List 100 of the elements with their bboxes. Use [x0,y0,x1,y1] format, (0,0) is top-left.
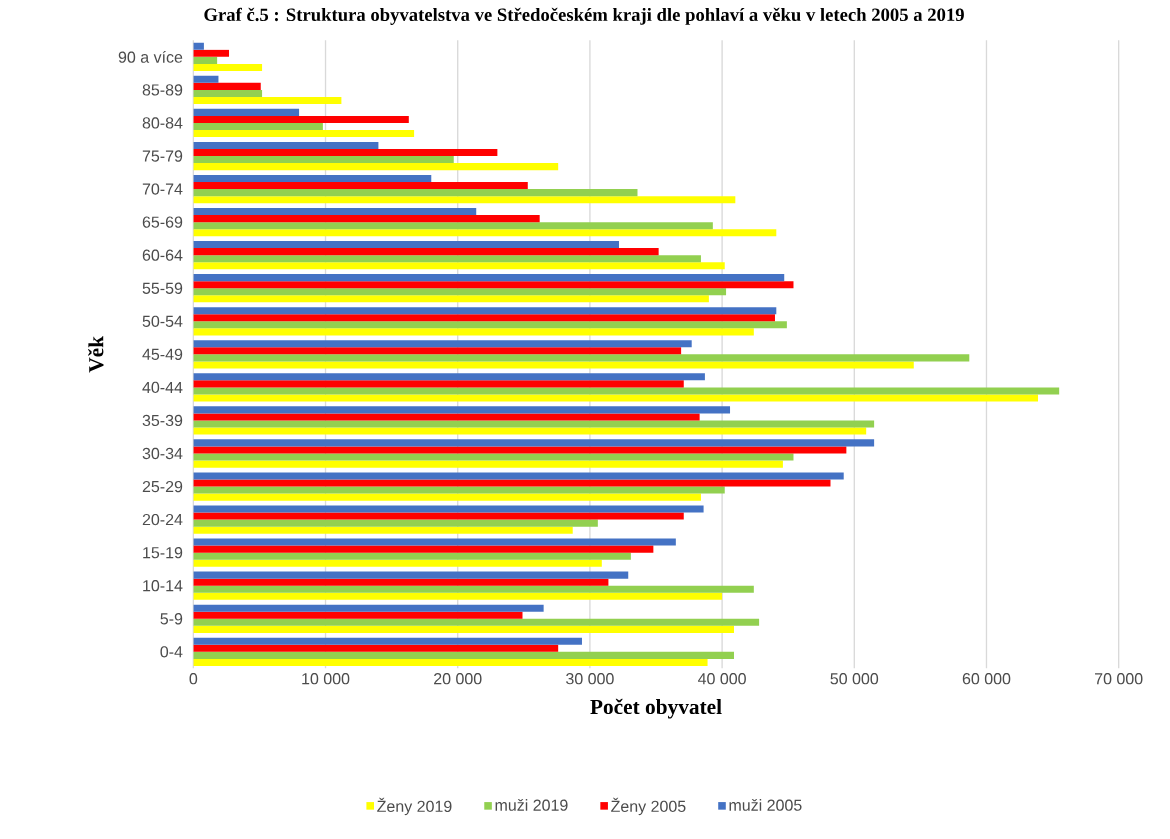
bar [193,625,734,633]
bar [193,427,867,435]
bar [193,49,230,57]
bar [193,56,218,64]
x-tick-label: 20 000 [434,673,482,685]
x-tick-label: 10 000 [302,673,350,685]
x-tick-label: 50 000 [830,673,879,685]
y-axis-title: Věk [88,336,104,373]
bar [193,262,725,270]
y-tick-label: 40-44 [142,381,183,394]
x-tick-label: 70 000 [1095,673,1143,685]
y-tick-label: 45-49 [142,348,183,360]
bar [193,453,794,461]
chart-title: Graf č.5 : Struktura obyvatelstva ve Středočeském kraji dle pohlaví a věku v letech 2005 a 2019 [204,7,964,25]
bar [193,122,323,131]
bar [193,460,783,468]
bar [193,472,844,480]
y-tick-label: 90 a více [118,50,183,63]
y-tick-label: 25-29 [142,480,183,493]
bar [193,222,713,230]
y-tick-label: 65-69 [142,216,183,228]
y-tick-label: 35-39 [142,414,183,427]
bar [193,89,263,97]
bar [193,486,725,494]
bar [193,545,654,553]
bar [193,380,684,388]
x-axis-title: Počet obyvatel [590,698,722,719]
bar [193,274,785,282]
y-tick-label: 80-84 [142,117,183,129]
bar [193,295,709,303]
y-tick-label: 55-59 [142,282,183,294]
legend-label: Ženy 2019 [377,797,452,816]
y-tick-label: 50-54 [142,315,183,327]
bar [193,207,477,216]
bar [193,328,754,336]
bar [193,354,970,362]
bar [193,618,760,626]
bar [193,406,731,414]
bar [193,519,598,527]
y-tick-label: 30-34 [142,447,183,460]
bar [193,288,727,296]
bar [193,439,875,447]
bar [193,215,540,223]
bar [193,174,432,183]
x-tick-label: 60 000 [962,673,1011,685]
bar [193,42,204,50]
y-tick-label: 75-79 [142,150,183,162]
bar [193,559,602,567]
bar [193,571,629,579]
bar [193,505,704,513]
bar [193,196,736,204]
bar [193,361,914,369]
y-tick-label: 20-24 [142,513,183,526]
legend-label: muži 2005 [729,799,802,811]
y-tick-label: 5-9 [160,613,183,625]
y-tick-label: 60-64 [142,249,183,261]
bar [193,130,415,138]
bar [193,340,692,348]
bar [193,156,454,164]
legend-label: muži 2019 [495,799,568,811]
bar [193,592,723,600]
bar [193,321,787,329]
y-tick-label: 15-19 [143,547,183,559]
bar [193,148,498,157]
bar [193,141,379,149]
bar [193,493,701,501]
y-tick-label: 0-4 [160,646,183,658]
bar [193,255,701,263]
bar [193,420,875,428]
bar [193,115,409,123]
bar [193,538,676,546]
bar [193,189,638,197]
bar [193,637,582,645]
bar [193,604,544,612]
bar [193,446,847,454]
bar [193,526,573,534]
bar [193,373,705,381]
bar [193,552,631,560]
bar [193,314,775,322]
bar [193,248,659,256]
bar [193,75,219,83]
bar [193,307,777,315]
bar [193,281,794,289]
y-tick-label: 10-14 [143,580,183,592]
bar [193,512,684,520]
y-tick-label: 70-74 [142,183,183,195]
bar [193,63,263,71]
bar [193,82,261,90]
bar [193,479,831,487]
bar [193,182,528,190]
x-tick-label: 40 000 [698,673,746,685]
x-tick-label: 30 000 [566,673,614,685]
bar [193,241,619,249]
bar [193,585,754,593]
legend-label: Ženy 2005 [611,797,686,816]
bar [193,611,523,619]
bar [193,387,1060,395]
bar [193,163,559,171]
bar [193,394,1039,402]
bar [193,658,708,666]
